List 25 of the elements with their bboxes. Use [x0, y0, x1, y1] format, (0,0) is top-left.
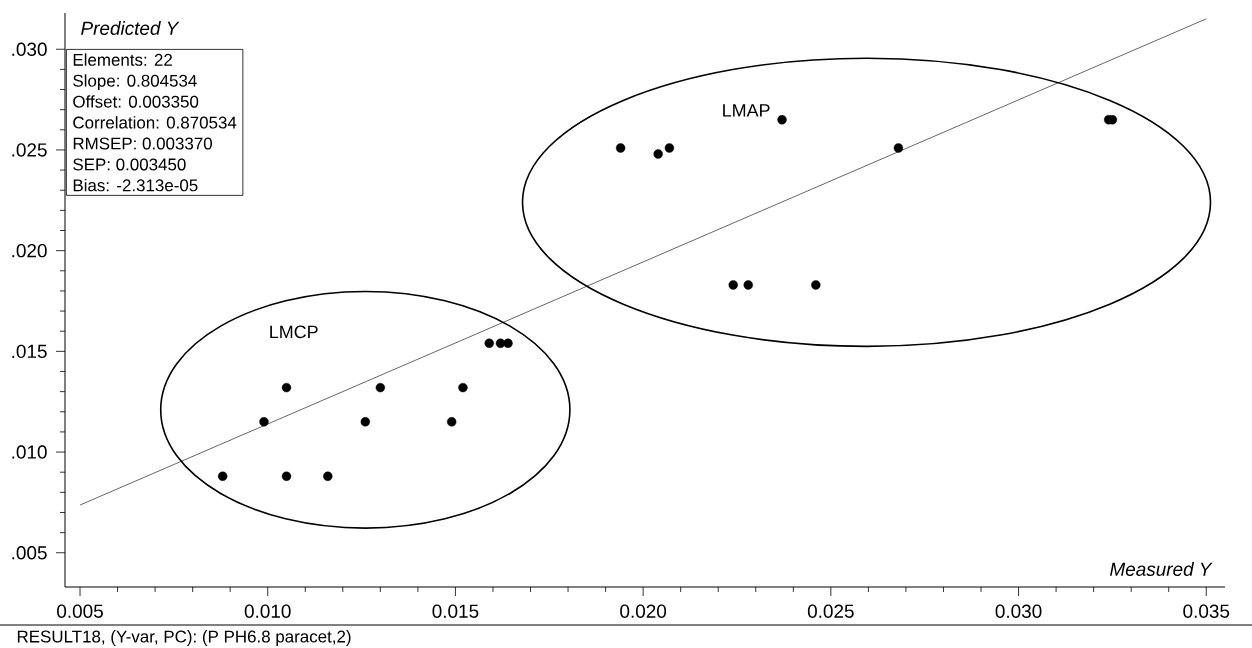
- x-tick-label: 0.005: [57, 604, 103, 618]
- y-tick-label: .005: [12, 546, 47, 560]
- x-tick-label: 0.030: [995, 604, 1042, 618]
- y-tick-label: .015: [12, 344, 47, 359]
- x-tick-label: 0.010: [244, 604, 291, 618]
- annotation: Correlation: 0.870534: [73, 116, 237, 129]
- annotation: Offset: 0.003350: [73, 95, 199, 108]
- series-label: LMAP: [723, 104, 770, 117]
- x-tick-label: 0.025: [807, 604, 854, 618]
- text: RESULT18, (Y-var, PC): (P PH6.8 paracet,2): [17, 630, 351, 646]
- y-tick-label: .030: [12, 42, 47, 56]
- x-tick-label: 0.020: [620, 604, 667, 618]
- x-tick-label: 0.035: [1183, 604, 1230, 618]
- y-tick-label: .020: [12, 243, 47, 258]
- y-tick-label: .010: [12, 445, 47, 459]
- annotation: SEP: 0.003450: [73, 158, 186, 171]
- y-tick-label: .025: [12, 143, 47, 157]
- x-axis-title: Measured Y: [1110, 562, 1213, 576]
- text: LMCP: [270, 325, 318, 339]
- annotation: RMSEP: 0.003370: [73, 137, 212, 150]
- annotation: Elements: 22: [73, 53, 172, 66]
- annotation: Slope: 0.804534: [73, 74, 197, 91]
- y-axis-title: Predicted Y: [81, 21, 180, 35]
- annotation: Bias: -2.313e-05: [73, 178, 198, 192]
- x-tick-label: 0.015: [432, 604, 479, 618]
